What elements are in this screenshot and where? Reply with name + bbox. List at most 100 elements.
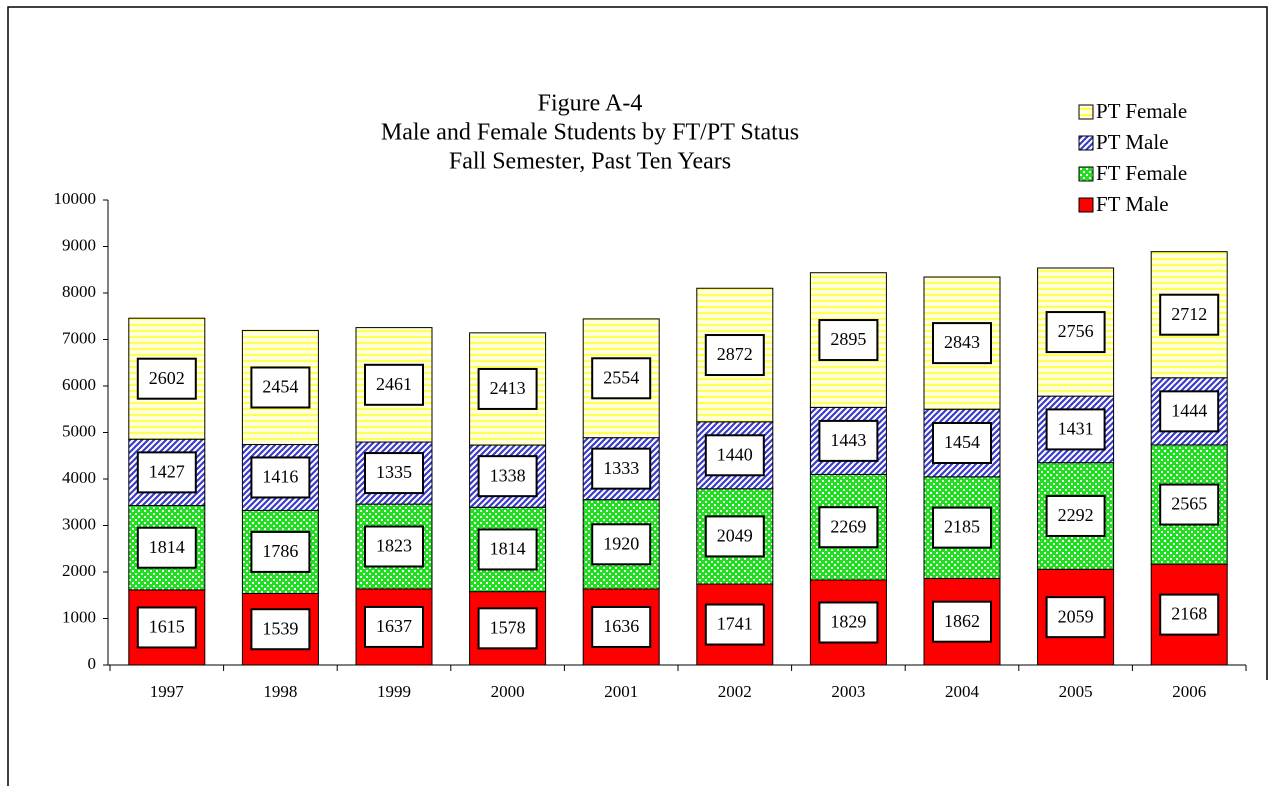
data-label: 1862 [944, 611, 980, 631]
data-label: 1829 [830, 612, 866, 632]
x-tick-label: 2003 [831, 682, 865, 701]
data-label-box [932, 322, 992, 365]
data-label: 2895 [830, 329, 866, 349]
data-label: 1333 [603, 458, 639, 478]
chart-frame [7, 6, 1268, 786]
data-label-box [704, 334, 765, 377]
x-tick-label: 1998 [263, 682, 297, 701]
data-label-box [136, 451, 197, 494]
data-label: 2059 [1058, 606, 1094, 626]
data-label: 1615 [149, 617, 185, 637]
data-label: 2565 [1171, 494, 1207, 514]
data-label-box [818, 319, 879, 362]
data-label: 1440 [717, 444, 753, 464]
data-label-box [818, 506, 879, 549]
data-label-box [591, 357, 652, 400]
data-label-box [818, 419, 879, 462]
data-label: 2185 [944, 517, 980, 537]
legend-swatch [1078, 104, 1094, 120]
y-tick-label: 4000 [62, 468, 96, 487]
data-label-box [591, 523, 652, 566]
x-tick-label: 2001 [604, 682, 638, 701]
data-label: 2049 [717, 526, 753, 546]
data-label-box [364, 525, 424, 568]
x-tick-label: 2006 [1172, 682, 1206, 701]
x-tick-label: 1999 [377, 682, 411, 701]
data-label: 1814 [149, 537, 185, 557]
y-tick-label: 5000 [62, 421, 96, 440]
y-tick-label: 0 [88, 654, 97, 673]
y-tick-label: 7000 [62, 328, 96, 347]
data-label-box [477, 367, 538, 410]
data-label-box [932, 506, 992, 549]
data-label-box [477, 455, 538, 498]
data-label-box [1159, 483, 1220, 526]
data-label-box [704, 603, 765, 646]
data-label-box [1159, 293, 1220, 336]
data-label: 1431 [1058, 419, 1094, 439]
data-label: 2168 [1171, 604, 1207, 624]
data-label: 2461 [376, 374, 412, 394]
data-label-box [250, 456, 311, 499]
data-label: 2292 [1058, 505, 1094, 525]
data-label-box [477, 528, 538, 571]
data-label-box [250, 530, 311, 573]
y-tick-label: 9000 [62, 235, 96, 254]
data-label: 1741 [717, 614, 753, 634]
legend-label: PT Female [1096, 99, 1187, 123]
data-label: 1814 [490, 539, 526, 559]
data-label-box [1045, 311, 1106, 354]
data-label-box [136, 526, 197, 569]
y-tick-label: 2000 [62, 561, 96, 580]
data-label: 2712 [1171, 304, 1207, 324]
legend-swatch [1078, 166, 1094, 182]
data-label-box [704, 515, 765, 558]
legend-swatch [1078, 197, 1094, 213]
data-label-box [1045, 408, 1106, 451]
data-label: 1539 [262, 618, 298, 638]
data-label: 1823 [376, 536, 412, 556]
y-tick-label: 1000 [62, 607, 96, 626]
data-label-box [136, 606, 197, 649]
data-label: 1920 [603, 533, 639, 553]
data-label: 1454 [944, 432, 980, 452]
x-tick-label: 2005 [1059, 682, 1093, 701]
data-label-box [136, 357, 197, 400]
data-label: 1335 [376, 462, 412, 482]
data-label: 1338 [490, 465, 526, 485]
y-tick-label: 8000 [62, 282, 96, 301]
legend-label: FT Female [1096, 161, 1187, 185]
data-label-box [364, 452, 424, 495]
data-label-box [818, 601, 879, 644]
data-label-box [932, 600, 992, 643]
data-label: 1637 [376, 616, 412, 636]
data-label-box [250, 366, 311, 409]
data-label-box [364, 605, 424, 648]
data-label: 1444 [1171, 400, 1207, 420]
data-label: 1786 [262, 541, 298, 561]
data-label-box [1159, 390, 1220, 433]
data-label: 1443 [830, 430, 866, 450]
data-label: 2554 [603, 367, 639, 387]
data-label-box [1159, 593, 1220, 636]
data-label: 2413 [490, 378, 526, 398]
x-tick-label: 1997 [150, 682, 185, 701]
x-tick-label: 2002 [718, 682, 752, 701]
x-tick-label: 2000 [491, 682, 525, 701]
chart-subtitle: Fall Semester, Past Ten Years [449, 149, 731, 175]
legend-swatch [1078, 135, 1094, 151]
data-label: 1427 [149, 461, 185, 481]
data-label: 1636 [603, 616, 639, 636]
data-label-box [932, 422, 992, 465]
data-label-box [591, 605, 652, 648]
data-label: 1416 [262, 467, 298, 487]
y-tick-label: 10000 [54, 189, 97, 208]
y-tick-label: 6000 [62, 375, 96, 394]
data-label: 2269 [830, 516, 866, 536]
data-label-box [1045, 494, 1106, 537]
x-tick-label: 2004 [945, 682, 980, 701]
data-label: 2872 [717, 344, 753, 364]
data-label-box [250, 608, 311, 651]
data-label-box [591, 447, 652, 490]
